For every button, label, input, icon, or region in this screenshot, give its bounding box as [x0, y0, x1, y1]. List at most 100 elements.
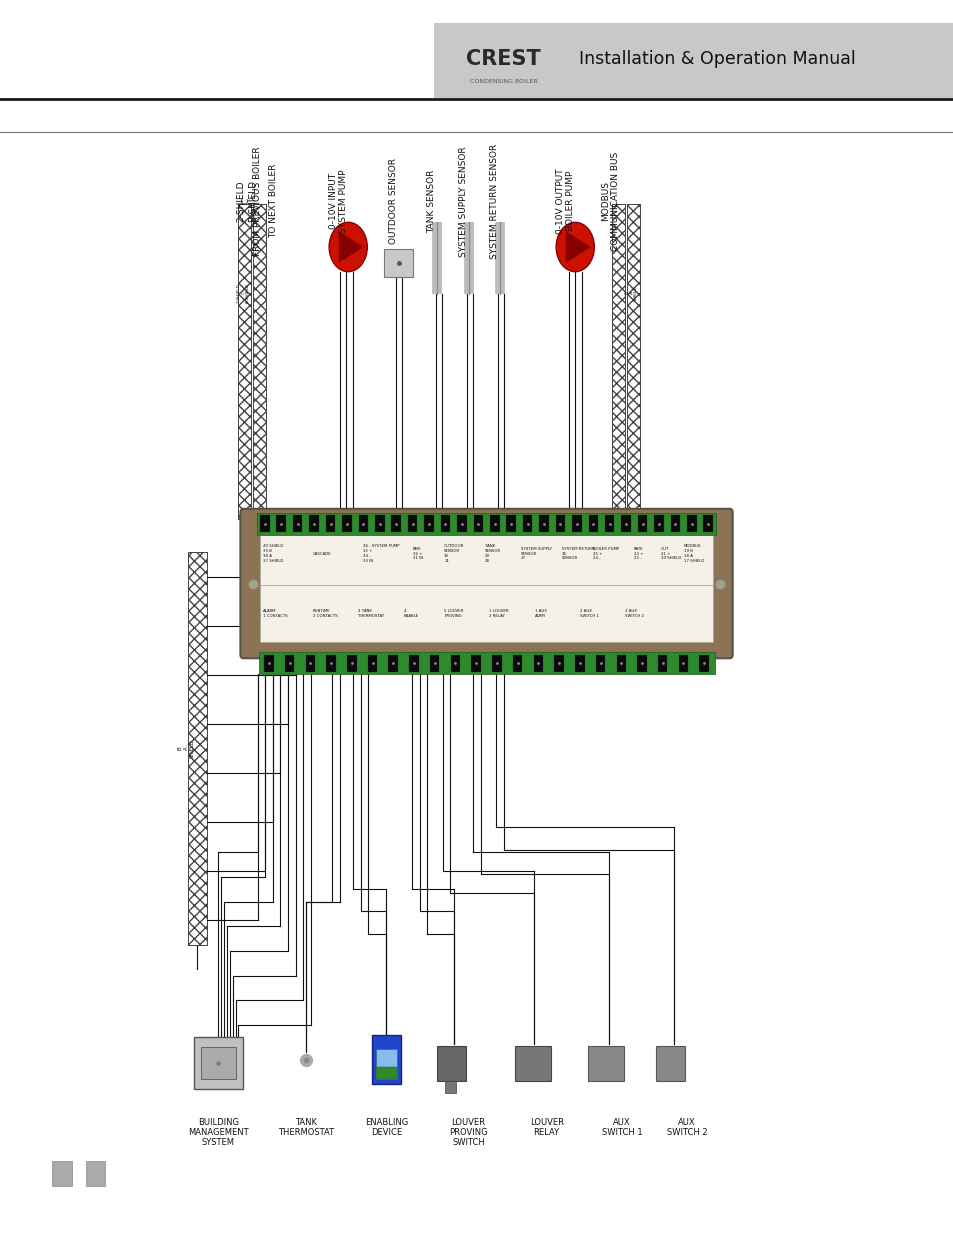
Text: OUTDOOR SENSOR: OUTDOOR SENSOR [389, 158, 397, 245]
Bar [391, 515, 400, 532]
Text: 2-SHIELD: 2-SHIELD [236, 180, 245, 222]
Bar [188, 552, 207, 945]
Text: TO NEXT BOILER: TO NEXT BOILER [269, 164, 277, 238]
Bar [193, 1037, 243, 1089]
Bar [293, 515, 302, 532]
Text: BMS
32 +
31 IN: BMS 32 + 31 IN [412, 547, 422, 561]
Bar [588, 515, 598, 532]
Bar [554, 655, 563, 672]
Bar [587, 1046, 623, 1081]
Text: MODBUS
COMMUNICATION BUS: MODBUS COMMUNICATION BUS [600, 152, 619, 251]
Bar [285, 655, 294, 672]
Text: CREST: CREST [466, 49, 540, 69]
Bar [515, 1046, 551, 1081]
Bar [434, 23, 953, 98]
Bar [456, 515, 466, 532]
Bar [326, 655, 335, 672]
Bar [384, 249, 413, 277]
Bar [305, 655, 314, 672]
Text: 4
ENABLE: 4 ENABLE [403, 609, 418, 618]
Bar [201, 1047, 235, 1079]
Bar [595, 655, 604, 672]
Bar [358, 515, 368, 532]
Bar [611, 204, 624, 519]
Text: RATE
23 +
22 -: RATE 23 + 22 - [634, 547, 643, 561]
Bar [702, 515, 712, 532]
Bar [444, 1081, 456, 1093]
Text: 5 LOUVER
PROVING: 5 LOUVER PROVING [444, 609, 463, 618]
Bar [620, 515, 630, 532]
Bar [86, 1161, 105, 1186]
Bar [237, 204, 251, 519]
Bar [638, 515, 647, 532]
Bar [699, 655, 708, 672]
Bar [325, 515, 335, 532]
Text: B
A
SHIELD: B A SHIELD [624, 285, 638, 300]
Bar [436, 1046, 465, 1081]
Text: SYSTEM RETURN SENSOR: SYSTEM RETURN SENSOR [490, 143, 498, 259]
Text: TANK
SENSOR
29
28: TANK SENSOR 29 28 [484, 545, 500, 563]
Text: 1 AUX
ALRM: 1 AUX ALRM [534, 609, 546, 618]
Text: BUILDING
MANAGEMENT
SYSTEM: BUILDING MANAGEMENT SYSTEM [188, 1118, 249, 1147]
Bar [654, 515, 663, 532]
Text: C: C [242, 198, 251, 205]
Bar [575, 655, 584, 672]
Bar [572, 515, 581, 532]
Bar [375, 1049, 396, 1079]
Text: 3 AUX
SWITCH 2: 3 AUX SWITCH 2 [624, 609, 643, 618]
Bar [260, 522, 712, 642]
Bar [256, 513, 716, 535]
Text: BOILER PUMP
25 +
24 -: BOILER PUMP 25 + 24 - [593, 547, 619, 561]
Bar [490, 515, 499, 532]
Bar [538, 515, 548, 532]
Bar [408, 515, 417, 532]
Bar [440, 515, 450, 532]
Bar [264, 655, 274, 672]
Text: ALARM
1 CONTACTS: ALARM 1 CONTACTS [263, 609, 288, 618]
Text: LOUVER
RELAY: LOUVER RELAY [529, 1118, 563, 1137]
Text: TANK
THERMOSTAT: TANK THERMOSTAT [278, 1118, 334, 1137]
Bar [492, 655, 501, 672]
Text: 0-10V OUTPUT
BOILER PUMP: 0-10V OUTPUT BOILER PUMP [556, 168, 575, 235]
Text: 40 SHIELD
39 B
38 A
37 SHIELD: 40 SHIELD 39 B 38 A 37 SHIELD [263, 545, 283, 563]
Text: 3 TANK
THERMOSTAT: 3 TANK THERMOSTAT [358, 609, 384, 618]
Bar [678, 655, 687, 672]
Text: CASCADE: CASCADE [313, 552, 332, 556]
Bar [424, 515, 434, 532]
Bar [656, 1046, 684, 1081]
Text: LOUVER
PROVING
SWITCH: LOUVER PROVING SWITCH [449, 1118, 487, 1147]
FancyBboxPatch shape [240, 509, 732, 658]
Text: SYSTEM RETURN
26
SENSOR: SYSTEM RETURN 26 SENSOR [561, 547, 594, 561]
Bar [372, 1035, 400, 1084]
Bar [522, 515, 532, 532]
Text: FROM PREVIOUS BOILER: FROM PREVIOUS BOILER [253, 147, 262, 256]
Text: B
A
SHIELD: B A SHIELD [177, 739, 194, 758]
Text: 2 AUX
SWITCH 1: 2 AUX SWITCH 1 [579, 609, 598, 618]
Text: 0-10V INPUT
SYSTEM PUMP: 0-10V INPUT SYSTEM PUMP [329, 169, 348, 233]
Bar [375, 515, 384, 532]
Bar [637, 655, 646, 672]
Text: RUNTIME
2 CONTACTS: RUNTIME 2 CONTACTS [313, 609, 337, 618]
Bar [471, 655, 480, 672]
Polygon shape [565, 231, 590, 263]
Bar [686, 515, 696, 532]
Bar [276, 515, 286, 532]
Text: 1 LOUVER
2 RELAY: 1 LOUVER 2 RELAY [489, 609, 508, 618]
Bar [604, 515, 614, 532]
Polygon shape [338, 231, 363, 263]
Text: SYSTEM SUPPLY SENSOR: SYSTEM SUPPLY SENSOR [459, 146, 468, 257]
Bar [626, 204, 639, 519]
Bar [533, 655, 542, 672]
Bar [670, 515, 679, 532]
Text: OUT
21 +
20 SHIELD: OUT 21 + 20 SHIELD [660, 547, 680, 561]
Bar [309, 515, 318, 532]
Text: 2-SHIELD
C
B-SHIELD: 2-SHIELD C B-SHIELD [236, 283, 250, 303]
Bar [430, 655, 439, 672]
Bar [347, 655, 356, 672]
Text: TANK SENSOR: TANK SENSOR [427, 169, 436, 233]
Circle shape [329, 222, 367, 272]
Bar [409, 655, 418, 672]
Circle shape [556, 222, 594, 272]
Text: AUX
SWITCH 1: AUX SWITCH 1 [601, 1118, 641, 1137]
Text: 36 - SYSTEM PUMP
35 +
34 -
33 IN: 36 - SYSTEM PUMP 35 + 34 - 33 IN [362, 545, 399, 563]
